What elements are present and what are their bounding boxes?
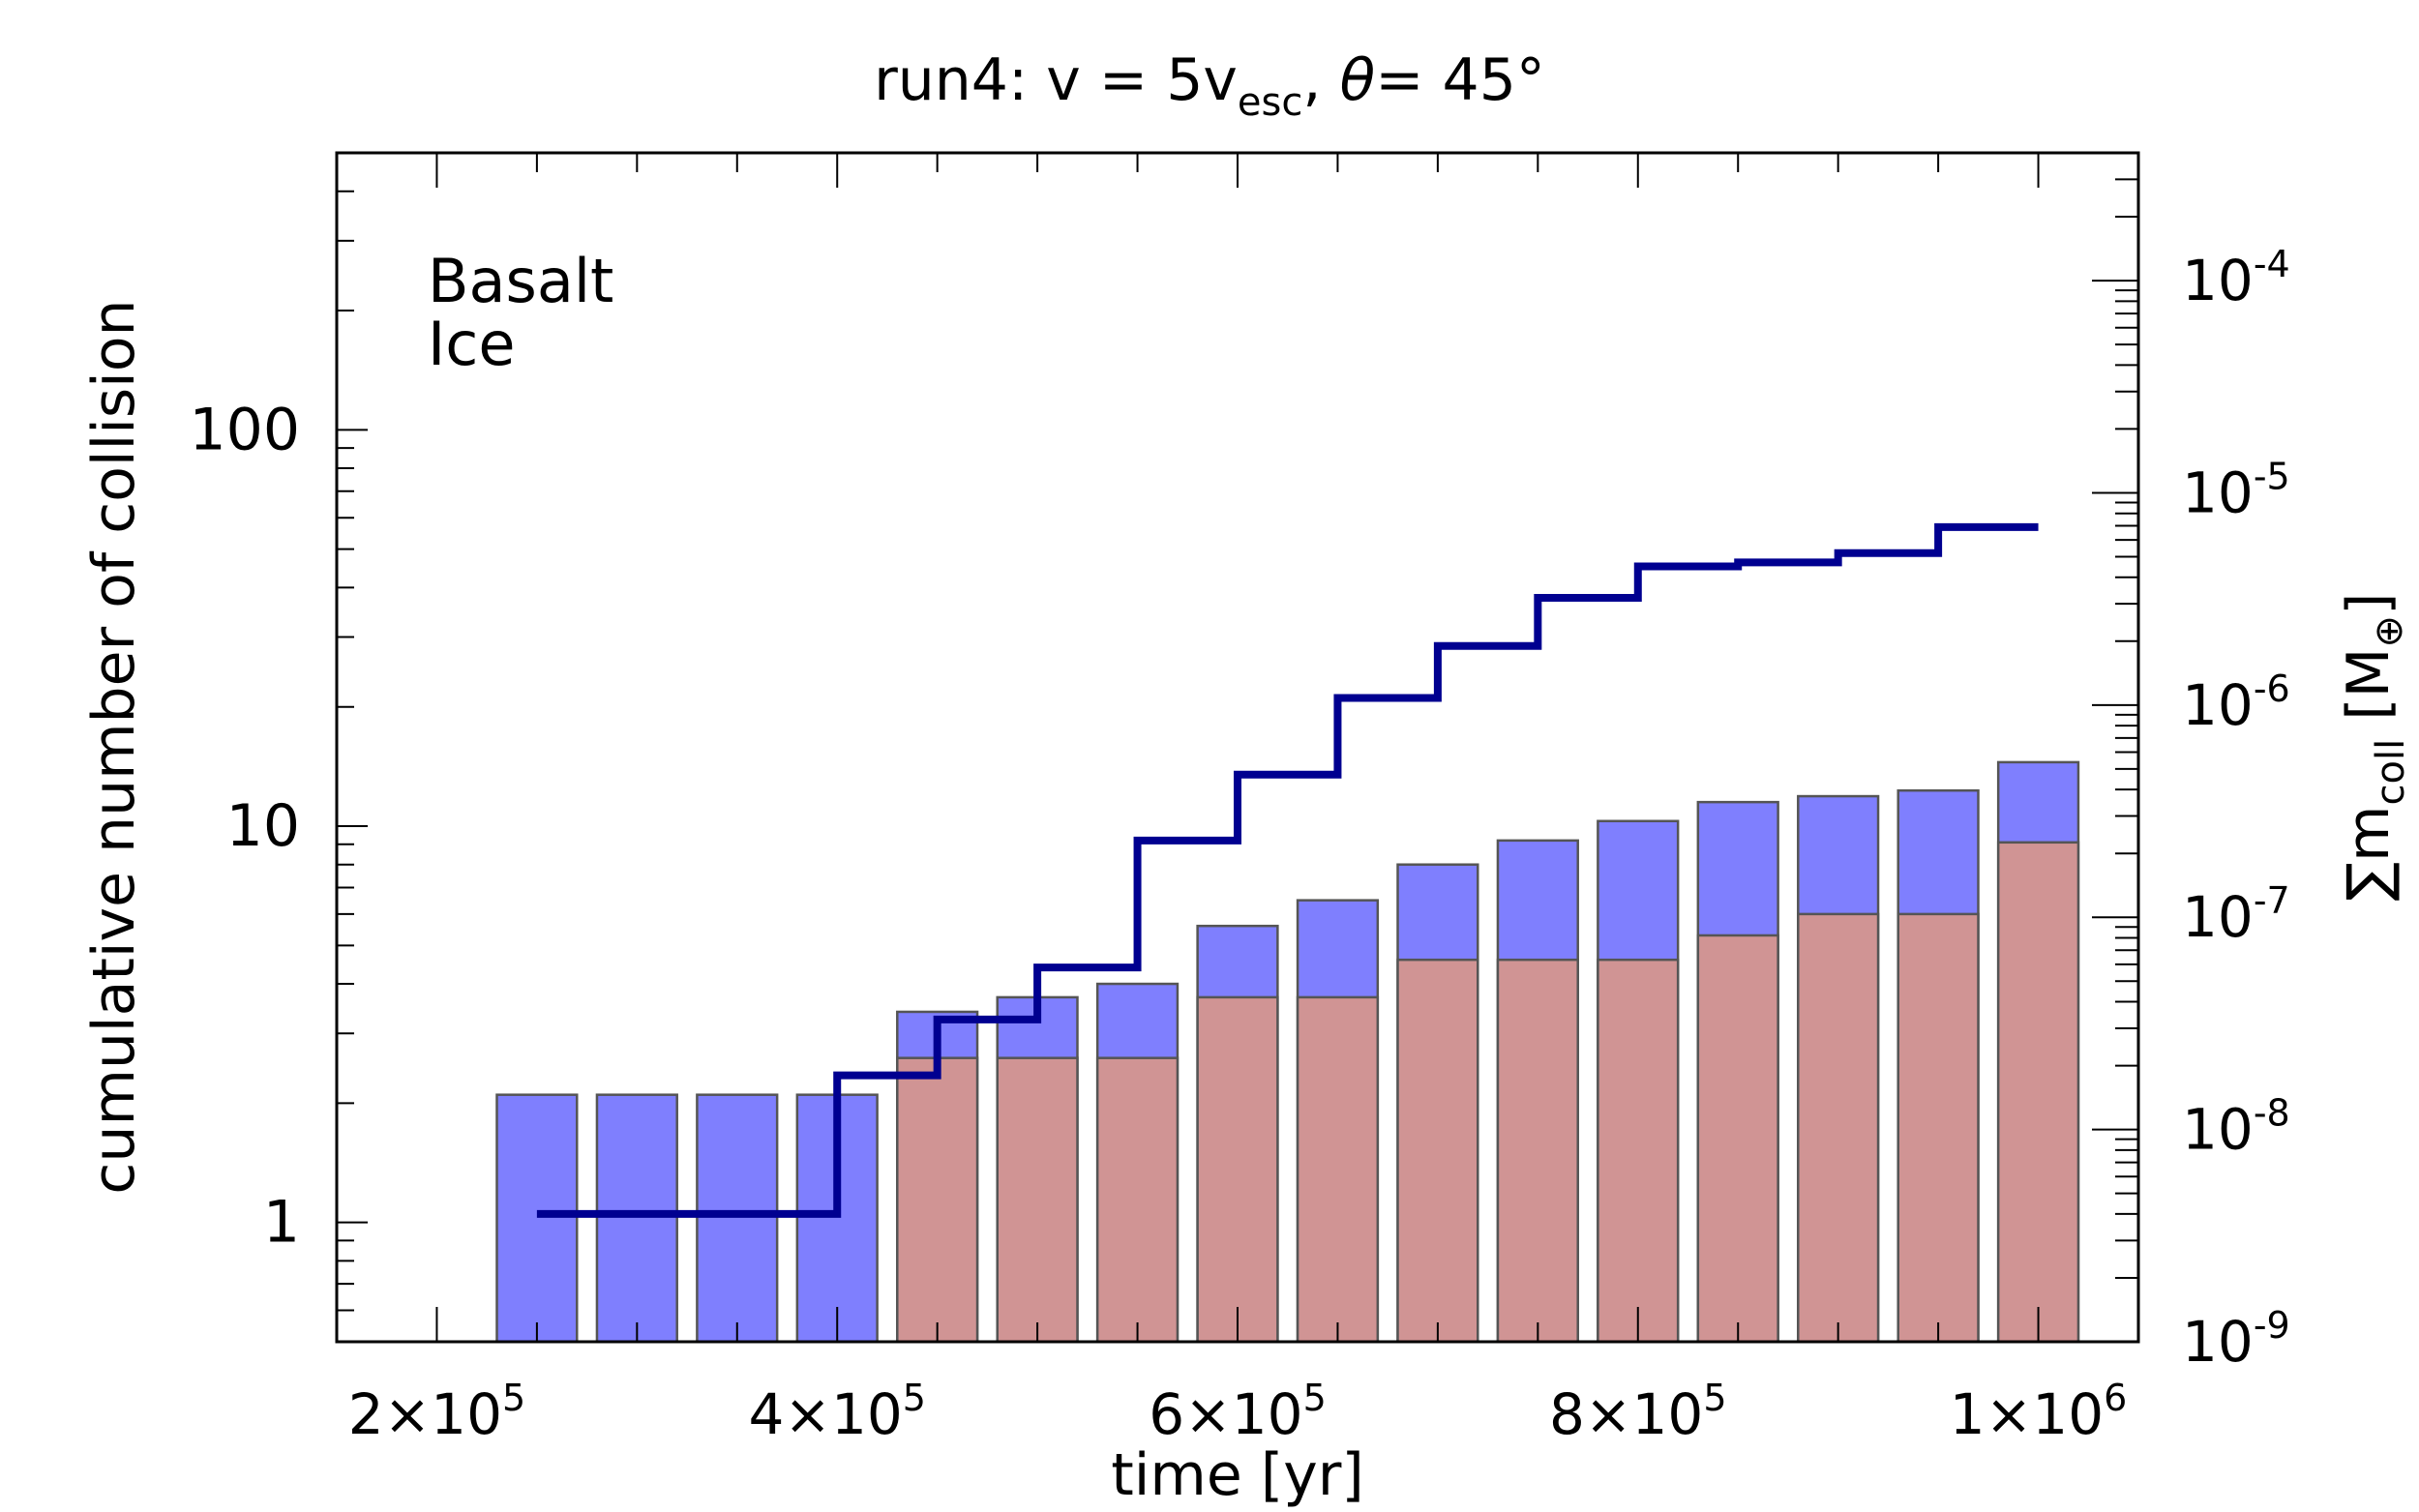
basalt-bar bbox=[1696, 934, 1779, 1344]
x-tick-label: 1×106 bbox=[1950, 1377, 2128, 1447]
x-tick-label: 8×105 bbox=[1549, 1377, 1727, 1447]
y2-tick-label: 10-5 bbox=[2182, 455, 2290, 525]
x-axis-label: time [yr] bbox=[1111, 1441, 1364, 1509]
basalt-bar bbox=[1396, 958, 1479, 1344]
y2-tick-label: 10-4 bbox=[2182, 243, 2290, 313]
y2-tick-label: 10-6 bbox=[2182, 667, 2290, 738]
basalt-bar bbox=[1496, 958, 1579, 1344]
basalt-bar bbox=[1996, 841, 2080, 1344]
basalt-bar bbox=[996, 1056, 1079, 1344]
basalt-bar bbox=[1296, 995, 1380, 1344]
axis-ticks bbox=[336, 152, 2139, 1343]
mass-step-line bbox=[536, 522, 2039, 1218]
x-tick-label: 2×105 bbox=[348, 1377, 526, 1447]
ice-bar bbox=[795, 1093, 879, 1344]
y2-axis-label: ∑mcoll [M⊕] bbox=[2335, 593, 2413, 902]
x-tick-label: 6×105 bbox=[1149, 1377, 1327, 1447]
title-subscript: esc bbox=[1238, 80, 1302, 125]
basalt-bar bbox=[1597, 958, 1680, 1344]
y-axis-label: cumulative number of collision bbox=[80, 299, 148, 1194]
y-tick-label: 100 bbox=[189, 396, 300, 463]
y2-tick-label: 10-8 bbox=[2182, 1092, 2290, 1163]
basalt-bar bbox=[1095, 1056, 1180, 1344]
axis-tick-labels: 2×105 4×105 6×105 8×105 1×106 1 10 100 10-9 10-8 1… bbox=[189, 243, 2289, 1447]
legend-basalt: Basalt bbox=[428, 246, 613, 316]
ice-bar bbox=[696, 1093, 779, 1344]
ice-bar bbox=[495, 1093, 579, 1344]
y-tick-label: 10 bbox=[226, 792, 300, 860]
title-theta: θ bbox=[1339, 46, 1375, 114]
basalt-bar bbox=[1896, 912, 1980, 1344]
basalt-bar bbox=[1797, 912, 1880, 1344]
ice-bar bbox=[595, 1093, 678, 1344]
y-tick-label: 1 bbox=[263, 1189, 300, 1257]
chart-title: run4: v = 5vesc, θ= 45° bbox=[874, 46, 1545, 125]
y2-tick-label: 10-7 bbox=[2182, 879, 2290, 950]
y2-tick-label: 10-9 bbox=[2182, 1304, 2290, 1375]
basalt-bar bbox=[1196, 995, 1279, 1344]
legend-ice: Ice bbox=[428, 309, 516, 379]
basalt-bars bbox=[896, 841, 2080, 1344]
basalt-bar bbox=[896, 1056, 979, 1344]
x-tick-label: 4×105 bbox=[748, 1377, 925, 1447]
